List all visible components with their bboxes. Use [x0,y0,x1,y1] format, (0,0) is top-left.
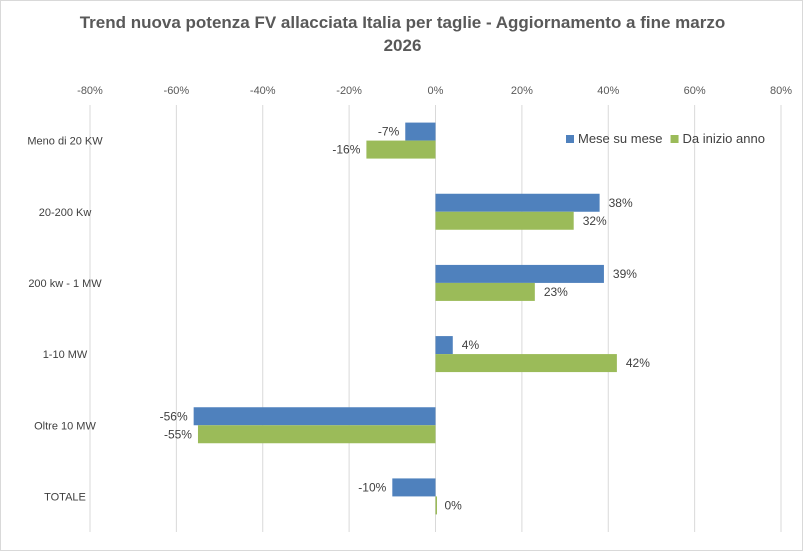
data-label: -56% [160,409,188,423]
data-label: 32% [583,214,607,228]
x-tick-label: 40% [597,85,619,97]
x-tick-label: -60% [164,85,190,97]
x-tick-label: -80% [77,85,103,97]
chart-title-line-1: Trend nuova potenza FV allacciata Italia… [79,13,726,32]
chart-title-line-2: 2026 [383,36,422,55]
category-label: Oltre 10 MW [34,420,96,432]
bar-mese-su-mese [435,193,600,212]
x-tick-label: -40% [250,85,276,97]
x-tick-label: -20% [336,85,362,97]
data-label: -7% [378,125,400,139]
data-label: -16% [332,143,360,157]
data-label: -55% [164,427,192,441]
bar-da-inizio-anno [435,496,437,515]
category-label: TOTALE [44,491,86,503]
data-label: 0% [445,498,463,512]
bar-mese-su-mese [193,407,436,426]
bar-mese-su-mese [405,122,436,141]
bar-mese-su-mese [435,336,453,355]
category-label: 1-10 MW [43,349,88,361]
legend-swatch [566,135,574,143]
data-label: 42% [626,356,650,370]
x-tick-label: 20% [511,85,533,97]
x-tick-label: 60% [684,85,706,97]
data-label: 23% [544,285,568,299]
bar-da-inizio-anno [197,425,436,444]
bar-da-inizio-anno [435,354,617,373]
category-label: Meno di 20 KW [27,136,103,148]
bar-mese-su-mese [435,264,604,283]
legend-swatch [670,135,679,143]
data-label: 39% [613,267,637,281]
x-tick-label: 80% [770,85,792,97]
chart-title: Trend nuova potenza FV allacciata Italia… [41,11,764,57]
data-label: 4% [462,338,480,352]
bar-mese-su-mese [392,478,436,497]
category-label: 200 kw - 1 MW [28,278,102,290]
bar-da-inizio-anno [435,282,535,301]
data-label: -10% [358,480,386,494]
data-label: 38% [609,196,633,210]
category-label: 20-200 Kw [39,207,92,219]
x-tick-label: 0% [428,85,444,97]
bar-da-inizio-anno [435,211,574,230]
legend-entry: Mese su mese [578,131,663,146]
bar-da-inizio-anno [366,140,436,159]
legend-entry: Da inizio anno [683,131,765,146]
